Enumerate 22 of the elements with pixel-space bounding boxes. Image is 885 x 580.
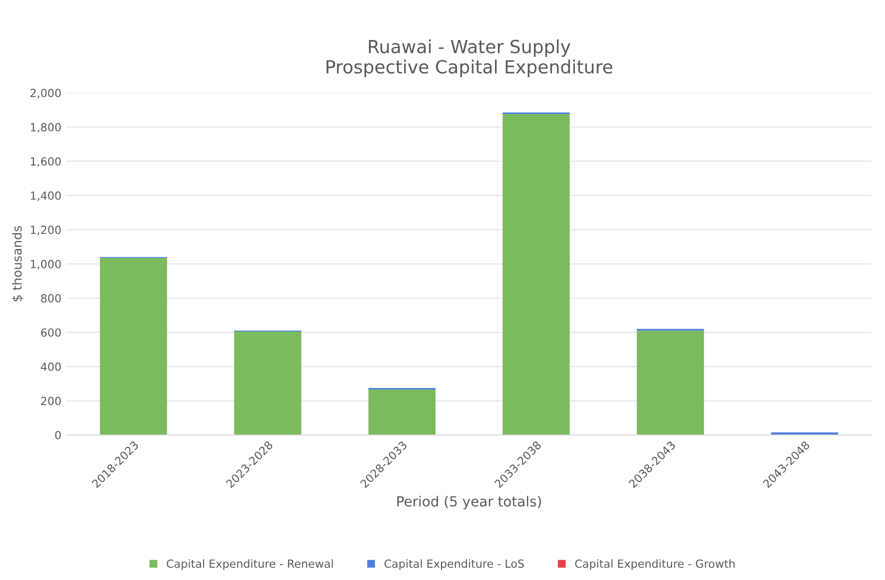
x-axis-title: Period (5 year totals): [397, 496, 541, 510]
bar: [100, 258, 168, 435]
bar: [502, 114, 570, 435]
y-tick-label: 600: [41, 328, 61, 337]
y-tick-label: 2,000: [30, 88, 61, 98]
y-tick-label: 400: [40, 362, 61, 371]
y-axis-title: $ thousands: [12, 226, 24, 302]
bar: [368, 390, 436, 435]
y-tick-label: 800: [41, 294, 61, 302]
y-tick-label: 1,400: [30, 191, 61, 201]
y-tick-label: 1,800: [30, 122, 61, 133]
y-tick-label: 0: [55, 430, 61, 440]
bar: [234, 331, 302, 435]
legend-label: Capital Expenditure - Renewal: [166, 559, 333, 570]
y-tick-label: 1,200: [30, 226, 61, 236]
chart-title: Ruawai - Water Supply Prospective Capital Expenditure: [326, 39, 612, 78]
y-tick-label: 1,600: [30, 157, 61, 167]
y-tick-label: 200: [41, 396, 61, 406]
legend-label: Capital Expenditure - LoS: [384, 559, 524, 570]
bar: [636, 330, 704, 435]
y-tick-label: 1,000: [30, 260, 61, 270]
legend-label: Capital Expenditure - Growth: [575, 559, 735, 570]
